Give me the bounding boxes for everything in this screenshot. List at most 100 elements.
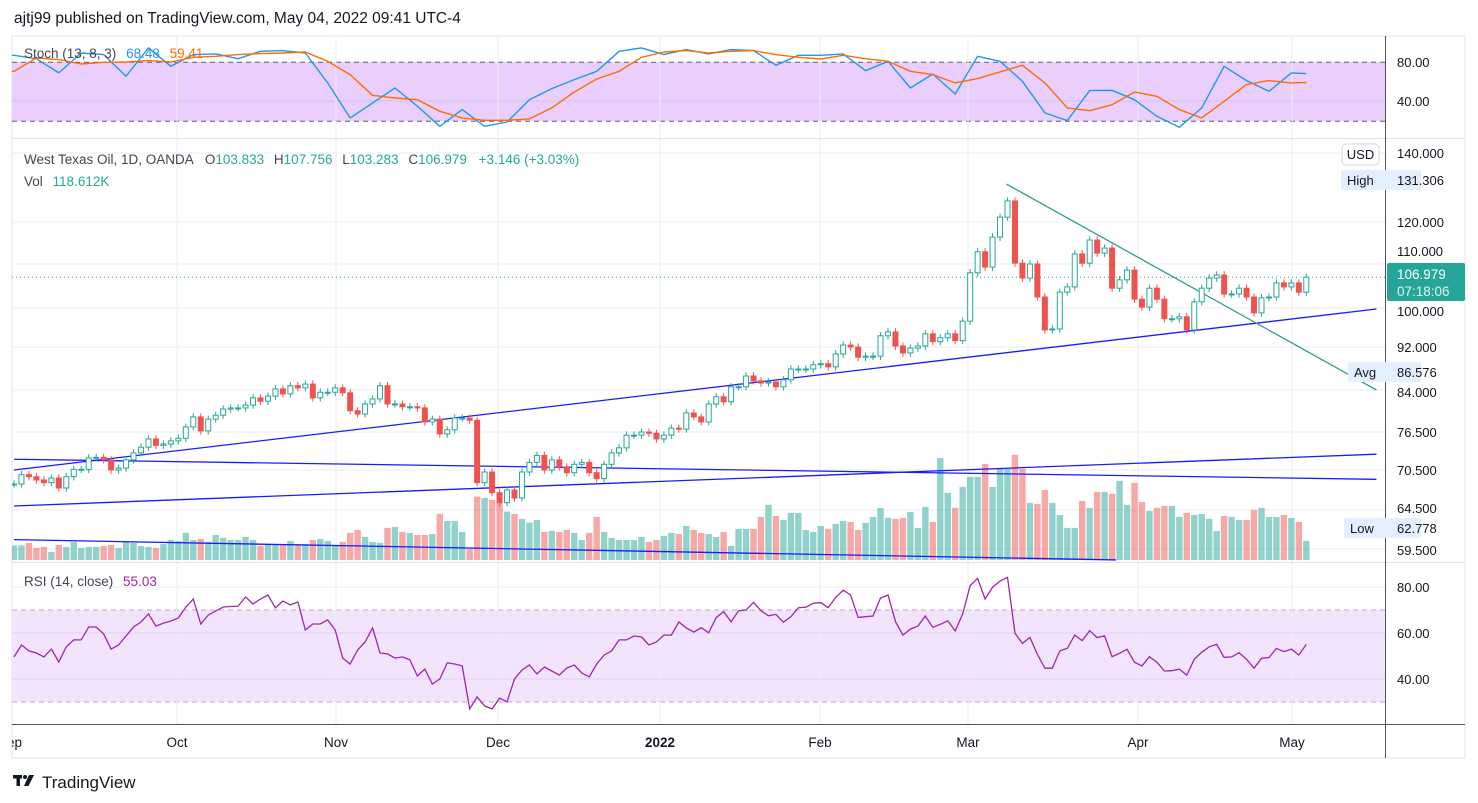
candle [182,423,189,443]
candle [205,415,212,435]
time-axis[interactable]: Sep Oct Nov Dec 2022 Feb Mar Apr May [0,735,1305,750]
volume-bar [780,520,787,560]
volume-bar [459,531,466,560]
candle-body [421,407,428,423]
candle-body [997,216,1004,238]
tradingview-logo[interactable]: TradingView [13,773,136,792]
volume-bar [100,545,107,560]
high-label: H [274,152,284,167]
candle-body [705,403,712,423]
candle-body [167,440,174,445]
candle [391,400,398,408]
candle-body [496,492,503,504]
volume-bar [92,546,100,560]
candle [929,330,936,346]
candle-body [264,395,271,402]
candle-body [377,385,384,400]
volume-bar [690,530,697,560]
candle [123,456,130,472]
candle [489,468,496,497]
volume-bars [12,454,1310,560]
candle-body [847,344,854,348]
time-axis-label: Feb [808,735,831,750]
trend-line [13,308,1377,471]
candle [70,465,77,481]
volume-bar [712,536,720,560]
candle [743,372,750,391]
rsi-pane[interactable] [12,586,1385,703]
candle [989,233,996,271]
candle [847,341,854,351]
candle [235,404,242,412]
candle-body [578,461,585,465]
candle [997,213,1004,242]
candle-body [518,471,525,499]
price-axis-label: 76.500 [1397,425,1437,440]
volume-bar [317,539,324,560]
volume-bar [1235,520,1243,560]
stoch-legend[interactable]: Stoch (13, 8, 3) 68.48 59.41 [24,46,203,61]
price-axis[interactable]: 80.00 40.00 140.000 120.000 110.000 100.… [1341,55,1465,687]
candle-body [436,418,443,435]
volume-bar [309,540,316,560]
rsi-legend[interactable]: RSI (14, close) 55.03 [24,574,157,589]
volume-bar [959,486,966,560]
candle [324,388,331,396]
candle [63,472,70,492]
high-marker: High 131.306 [1341,170,1444,190]
candle-body [474,419,481,484]
candle [18,470,25,488]
volume-bar [533,520,541,560]
volume-bar [294,544,302,560]
volume-bar [832,523,839,560]
volume-bar [802,530,810,560]
candle-body [369,398,376,405]
candle [1079,250,1086,267]
candle-body [40,479,47,484]
volume-bar [1056,515,1063,560]
volume-bar [496,502,503,560]
candle [750,372,757,385]
volume-label: Vol [24,174,43,189]
candle-body [982,251,989,268]
candle [496,489,503,507]
stoch-pane[interactable] [12,61,1385,122]
candle [840,341,847,358]
volume-bar [279,544,287,560]
candle-body [1236,287,1243,295]
candle-body [100,456,107,461]
currency-button[interactable]: USD [1341,143,1380,166]
candle-body [63,476,70,489]
candle-body [832,353,839,368]
volume-bar [750,528,757,560]
candle [1265,293,1272,302]
price-axis-label: 100.000 [1397,304,1444,319]
candle-body [309,383,316,399]
symbol-legend[interactable]: West Texas Oil, 1D, OANDA O103.833 H107.… [24,152,579,167]
candle [1094,236,1101,257]
volume-bar [115,547,122,560]
candle-body [1228,293,1235,296]
volume-bar [1206,518,1213,560]
candle-body [242,404,249,409]
candle [728,383,735,406]
volume-bar [757,516,765,560]
volume-bar [795,512,802,560]
volume-bar [1011,454,1019,560]
price-axis-label: 120.000 [1397,215,1444,230]
volume-bar [541,531,548,560]
candle-body [160,443,167,446]
change-value: +3.146 (+3.03%) [479,152,580,167]
volume-bar [1034,503,1041,560]
volume-bar [585,532,593,560]
volume-bar [78,547,85,560]
candle-body [287,385,294,395]
candle-body [1124,269,1131,281]
candle-body [444,429,451,435]
candle-body [93,456,100,459]
candle [1109,244,1116,292]
trend-lines[interactable] [13,183,1377,561]
volume-bar [324,540,331,560]
volume-legend[interactable]: Vol 118.612K [24,174,109,189]
